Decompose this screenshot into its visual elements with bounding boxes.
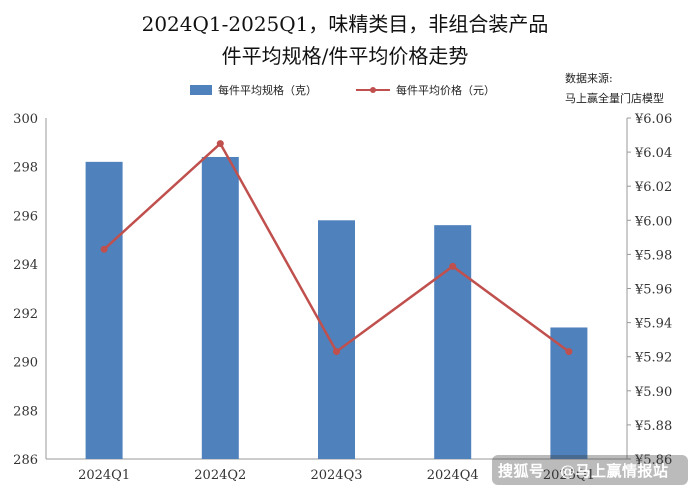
y-left-tick-label: 300 — [13, 112, 38, 127]
watermark-backdrop — [492, 455, 688, 485]
bar — [434, 225, 472, 459]
price-point — [449, 262, 457, 270]
price-point — [216, 140, 224, 148]
y-right-tick-label: ¥5.92 — [634, 351, 672, 366]
y-right-tick-label: ¥5.90 — [634, 385, 672, 400]
chart-title-line-1: 2024Q1-2025Q1，味精类目，非组合装产品 — [141, 12, 549, 36]
legend-bar-swatch — [190, 85, 212, 95]
bar — [318, 220, 355, 459]
x-tick-label: 2024Q3 — [310, 468, 362, 483]
y-left-tick-label: 296 — [13, 209, 38, 224]
bar — [85, 161, 123, 460]
bar — [550, 327, 588, 459]
watermark-handle: @马上赢情报站 — [560, 462, 669, 480]
y-left-tick-label: 286 — [13, 453, 38, 468]
x-tick-label: 2024Q4 — [427, 468, 479, 483]
source-name: 马上赢全量门店模型 — [565, 92, 664, 105]
y-right-tick-label: ¥5.98 — [634, 248, 672, 263]
price-point — [333, 348, 340, 356]
price-point — [100, 245, 108, 253]
x-tick-label: 2024Q2 — [194, 468, 246, 483]
y-right-tick-label: ¥6.00 — [634, 214, 672, 229]
y-left-tick-label: 292 — [13, 307, 38, 322]
y-right-tick-label: ¥5.86 — [634, 453, 672, 468]
y-right-tick-label: ¥5.88 — [634, 419, 672, 434]
price-point — [565, 348, 573, 356]
y-right-tick-label: ¥6.06 — [634, 112, 672, 127]
bar — [201, 156, 239, 459]
legend-line-swatch — [356, 85, 390, 95]
legend-bar-label: 每件平均规格（克） — [218, 84, 317, 97]
legend-line-label: 每件平均价格（元） — [396, 84, 495, 97]
watermark-logo-text: 搜狐号 — [498, 462, 545, 480]
y-right-tick-label: ¥5.96 — [634, 283, 672, 298]
source-label: 数据来源: — [565, 72, 613, 85]
x-tick-label: 2025Q1 — [543, 468, 595, 483]
y-left-tick-label: 298 — [13, 161, 38, 176]
legend-item-bar: 每件平均规格（克） — [190, 82, 317, 98]
legend-item-line: 每件平均价格（元） — [356, 82, 495, 98]
y-left-tick-label: 294 — [13, 258, 38, 273]
y-right-tick-label: ¥5.94 — [634, 317, 672, 332]
x-tick-label: 2024Q1 — [78, 468, 130, 483]
y-left-tick-label: 290 — [13, 356, 38, 371]
y-right-tick-label: ¥6.02 — [634, 180, 672, 195]
chart-title-line-2: 件平均规格/件平均价格走势 — [221, 44, 469, 68]
y-left-tick-label: 288 — [13, 404, 38, 419]
y-right-tick-label: ¥6.04 — [634, 146, 672, 161]
